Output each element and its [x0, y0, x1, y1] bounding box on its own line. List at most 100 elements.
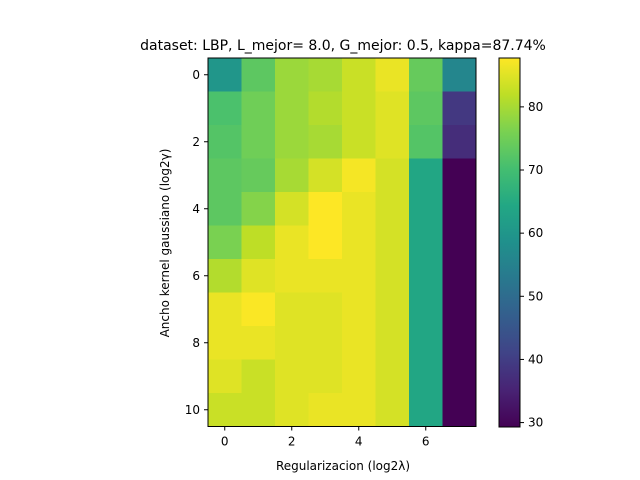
x-axis-label: Regularizacion (log2λ) [276, 459, 410, 473]
heatmap-cell-r10-c0 [208, 393, 242, 427]
heatmap-cell-r0-c2 [275, 58, 309, 92]
heatmap-cell-r1-c6 [409, 91, 443, 126]
colorbar-gradient [498, 57, 521, 428]
y-tick-label: 4 [192, 202, 200, 216]
heatmap-cell-r2-c0 [208, 125, 242, 159]
heatmap-cell-r9-c3 [308, 359, 343, 394]
heatmap-cell-r2-c7 [442, 125, 477, 159]
heatmap-cell-r4-c2 [275, 192, 309, 226]
heatmap-cell-r7-c0 [208, 292, 242, 327]
heatmap-cell-r2-c2 [275, 125, 309, 159]
heatmap-cell-r5-c2 [275, 225, 309, 260]
heatmap-cell-r5-c5 [375, 225, 410, 260]
heatmap-cell-r6-c0 [208, 259, 242, 293]
plot-frame [207, 57, 477, 427]
heatmap-cell-r8-c3 [308, 326, 343, 360]
heatmap-cell-r0-c1 [241, 58, 276, 92]
heatmap-cell-r3-c7 [442, 158, 477, 193]
heatmap-cell-r7-c1 [241, 292, 276, 327]
heatmap-cell-r10-c2 [275, 393, 309, 427]
heatmap-cell-r7-c7 [442, 292, 477, 327]
heatmap-cell-r0-c0 [208, 58, 242, 92]
colorbar: 30 40 50 60 70 80 [498, 57, 543, 430]
heatmap-cell-r3-c0 [208, 158, 242, 193]
heatmap-cell-r0-c5 [375, 58, 410, 92]
heatmap-cells [208, 58, 477, 427]
heatmap-cell-r5-c0 [208, 225, 242, 260]
heatmap-cell-r6-c3 [308, 259, 343, 293]
heatmap-cell-r8-c4 [342, 326, 376, 360]
colorbar-tick-label: 80 [528, 100, 543, 114]
colorbar-tick-label: 50 [528, 289, 543, 303]
heatmap-cell-r10-c3 [308, 393, 343, 427]
heatmap-cell-r9-c4 [342, 359, 376, 394]
x-tick-label: 6 [422, 435, 430, 449]
y-axis-label: Ancho kernel gaussiano (log2γ) [158, 149, 172, 338]
heatmap-cell-r5-c4 [342, 225, 376, 260]
heatmap-cell-r1-c2 [275, 91, 309, 126]
heatmap-cell-r0-c7 [442, 58, 477, 92]
heatmap-cell-r9-c2 [275, 359, 309, 394]
heatmap-cell-r3-c5 [375, 158, 410, 193]
heatmap-cell-r10-c7 [442, 393, 477, 427]
heatmap-cell-r3-c3 [308, 158, 343, 193]
heatmap-cell-r2-c3 [308, 125, 343, 159]
heatmap-cell-r6-c2 [275, 259, 309, 293]
heatmap-cell-r6-c6 [409, 259, 443, 293]
heatmap-cell-r0-c6 [409, 58, 443, 92]
colorbar-tick-label: 60 [528, 226, 543, 240]
heatmap-cell-r5-c6 [409, 225, 443, 260]
heatmap-cell-r5-c7 [442, 225, 477, 260]
heatmap-cell-r7-c6 [409, 292, 443, 327]
heatmap-cell-r6-c5 [375, 259, 410, 293]
heatmap-cell-r3-c1 [241, 158, 276, 193]
heatmap-cell-r4-c4 [342, 192, 376, 226]
heatmap-cell-r1-c5 [375, 91, 410, 126]
y-tick-label: 0 [192, 68, 200, 82]
x-tick-label: 2 [288, 435, 296, 449]
heatmap-cell-r9-c7 [442, 359, 477, 394]
heatmap-cell-r9-c5 [375, 359, 410, 394]
heatmap-cell-r3-c2 [275, 158, 309, 193]
chart-title: dataset: LBP, L_mejor= 8.0, G_mejor: 0.5… [140, 38, 546, 54]
axes: 0 2 4 6 0 2 4 6 8 10 [185, 57, 477, 449]
heatmap-cell-r1-c3 [308, 91, 343, 126]
heatmap-cell-r2-c5 [375, 125, 410, 159]
heatmap-cell-r8-c6 [409, 326, 443, 360]
heatmap-cell-r8-c2 [275, 326, 309, 360]
heatmap-cell-r8-c1 [241, 326, 276, 360]
y-tick-label: 2 [192, 135, 200, 149]
heatmap-cell-r6-c4 [342, 259, 376, 293]
heatmap-cell-r5-c1 [241, 225, 276, 260]
heatmap-cell-r4-c7 [442, 192, 477, 226]
heatmap-cell-r10-c1 [241, 393, 276, 427]
heatmap-cell-r2-c1 [241, 125, 276, 159]
heatmap-cell-r7-c5 [375, 292, 410, 327]
heatmap-cell-r10-c6 [409, 393, 443, 427]
heatmap-cell-r9-c1 [241, 359, 276, 394]
heatmap-cell-r8-c0 [208, 326, 242, 360]
heatmap-cell-r6-c7 [442, 259, 477, 293]
heatmap-cell-r4-c1 [241, 192, 276, 226]
colorbar-tick-label: 30 [528, 416, 543, 430]
heatmap-cell-r3-c4 [342, 158, 376, 193]
heatmap-cell-r0-c4 [342, 58, 376, 92]
colorbar-tick-label: 40 [528, 352, 543, 366]
heatmap-cell-r6-c1 [241, 259, 276, 293]
heatmap-cell-r1-c4 [342, 91, 376, 126]
x-tick-label: 0 [221, 435, 229, 449]
heatmap-cell-r8-c5 [375, 326, 410, 360]
heatmap-cell-r2-c6 [409, 125, 443, 159]
heatmap-cell-r4-c5 [375, 192, 410, 226]
heatmap-cell-r7-c2 [275, 292, 309, 327]
heatmap-cell-r4-c0 [208, 192, 242, 226]
x-tick-label: 4 [355, 435, 363, 449]
y-tick-label: 10 [185, 403, 200, 417]
heatmap-cell-r0-c3 [308, 58, 343, 92]
heatmap-cell-r7-c3 [308, 292, 343, 327]
heatmap-cell-r2-c4 [342, 125, 376, 159]
heatmap-cell-r7-c4 [342, 292, 376, 327]
heatmap-cell-r1-c7 [442, 91, 477, 126]
heatmap-cell-r4-c6 [409, 192, 443, 226]
